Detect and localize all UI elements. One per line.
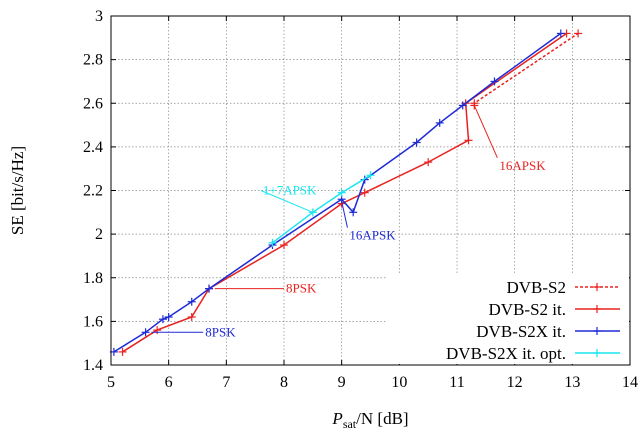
- x-tick-label: 14: [622, 374, 638, 391]
- x-tick-label: 6: [165, 374, 173, 391]
- x-tick-label: 10: [391, 374, 407, 391]
- y-tick-label: 1.8: [83, 270, 103, 287]
- annotation-leader: [473, 105, 498, 158]
- x-axis-label-main: P: [331, 409, 342, 428]
- y-tick-label: 2.6: [83, 95, 103, 112]
- y-tick-label: 1.6: [83, 313, 103, 330]
- legend-label: DVB-S2X it. opt.: [446, 344, 566, 363]
- legend: DVB-S2 DVB-S2 it. DVB-S2X it. DVB-S2X it. o…: [386, 273, 629, 364]
- legend-box: [386, 273, 629, 364]
- legend-label: DVB-S2X it.: [476, 322, 566, 341]
- x-tick-label: 13: [564, 374, 580, 391]
- annotations: 16APSK 8PSK 1+7APSK 16APSK 8PSK: [151, 105, 546, 339]
- x-tick-label: 12: [507, 374, 523, 391]
- x-tick-label: 9: [338, 374, 346, 391]
- y-tick-label: 3: [95, 8, 103, 25]
- x-axis-label: Psat/N [dB]: [331, 409, 408, 431]
- series-2: [109, 29, 565, 356]
- annotation-label: 1+7APSK: [263, 183, 317, 198]
- series-0: [470, 29, 583, 110]
- x-tick-label: 11: [449, 374, 464, 391]
- annotation-label: 16APSK: [499, 158, 546, 173]
- y-axis-label: SE [bit/s/Hz]: [8, 146, 27, 235]
- y-tick-label: 1.4: [83, 357, 103, 374]
- y-tick-label: 2.8: [83, 52, 103, 69]
- y-tick-label: 2.2: [83, 183, 103, 200]
- legend-label: DVB-S2: [506, 278, 566, 297]
- x-axis-label-sub: sat: [343, 417, 357, 431]
- annotation-leader: [341, 201, 348, 228]
- annotation-label: 16APSK: [349, 228, 396, 243]
- annotation-label: 8PSK: [205, 324, 236, 339]
- annotation-leader: [260, 190, 314, 213]
- legend-label: DVB-S2 it.: [489, 300, 566, 319]
- annotation-label: 8PSK: [286, 281, 317, 296]
- x-axis-label-rest: /N [dB]: [356, 409, 408, 428]
- x-tick-label: 5: [107, 374, 115, 391]
- series-3: [268, 171, 375, 247]
- series-line: [473, 32, 579, 106]
- ticks: 5 6 7 8 9 10 11 12 13 14 1.4 1.6 1.8 2 2.2 2.4 2.6 2.8 3: [83, 8, 638, 391]
- y-tick-label: 2: [95, 226, 103, 243]
- x-tick-label: 7: [222, 374, 230, 391]
- y-tick-label: 2.4: [83, 139, 103, 156]
- series-line: [272, 174, 371, 244]
- x-tick-label: 8: [280, 374, 288, 391]
